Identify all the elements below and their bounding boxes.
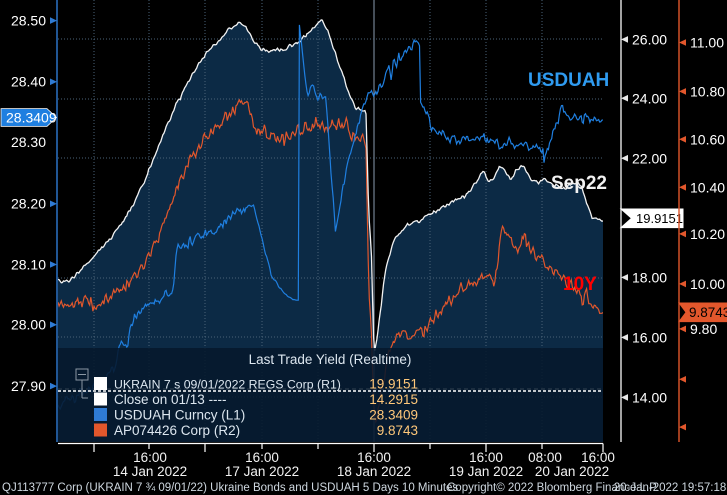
svg-text:18.00: 18.00 [632, 270, 667, 286]
svg-text:Sep22: Sep22 [551, 173, 607, 194]
svg-text:10.60: 10.60 [690, 131, 725, 147]
svg-text:16.00: 16.00 [632, 330, 667, 346]
svg-text:28.50: 28.50 [11, 13, 46, 29]
svg-text:AP074426 Corp (R2): AP074426 Corp (R2) [114, 423, 240, 438]
svg-text:16:00: 16:00 [245, 450, 279, 465]
svg-text:28.20: 28.20 [11, 196, 46, 212]
svg-text:9.80: 9.80 [690, 321, 717, 337]
svg-text:10.40: 10.40 [690, 179, 725, 195]
svg-text:QJ113777 Corp (UKRAIN 7 ¾ 09/0: QJ113777 Corp (UKRAIN 7 ¾ 09/01/22) Ukra… [2, 482, 458, 494]
svg-text:USDUAH: USDUAH [528, 70, 609, 91]
svg-text:16:00: 16:00 [357, 450, 391, 465]
svg-text:24.00: 24.00 [632, 90, 667, 106]
svg-text:28.00: 28.00 [11, 317, 46, 333]
svg-text:10.80: 10.80 [690, 83, 725, 99]
svg-text:16:00: 16:00 [581, 450, 615, 465]
svg-text:28.40: 28.40 [11, 74, 46, 90]
svg-text:28.30: 28.30 [11, 134, 46, 150]
svg-text:20-Jan-2022 19:57:18: 20-Jan-2022 19:57:18 [614, 482, 727, 494]
svg-text:14.00: 14.00 [632, 390, 667, 406]
svg-text:26.00: 26.00 [632, 32, 667, 48]
svg-text:10Y: 10Y [563, 274, 597, 295]
svg-text:27.90: 27.90 [11, 378, 46, 394]
svg-text:10.20: 10.20 [690, 226, 725, 242]
svg-text:22.00: 22.00 [632, 150, 667, 166]
svg-text:Close on 01/13 ----: Close on 01/13 ---- [114, 392, 227, 407]
svg-text:14 Jan 2022: 14 Jan 2022 [113, 464, 187, 479]
svg-text:9.8743: 9.8743 [377, 423, 418, 438]
svg-text:28.3409: 28.3409 [6, 110, 57, 126]
svg-text:USDUAH Curncy (L1): USDUAH Curncy (L1) [114, 408, 245, 423]
svg-text:16:00: 16:00 [469, 450, 503, 465]
svg-text:19.9151: 19.9151 [369, 377, 418, 392]
svg-text:UKRAIN 7 s 09/01/2022 REGS Cor: UKRAIN 7 s 09/01/2022 REGS Corp (R1) [114, 378, 341, 392]
svg-text:20 Jan 2022: 20 Jan 2022 [535, 464, 609, 479]
svg-text:18 Jan 2022: 18 Jan 2022 [337, 464, 411, 479]
svg-text:9.8743: 9.8743 [689, 305, 727, 320]
svg-text:28.10: 28.10 [11, 256, 46, 272]
svg-text:14.2915: 14.2915 [369, 392, 418, 407]
svg-text:28.3409: 28.3409 [369, 408, 418, 423]
svg-text:10.00: 10.00 [690, 276, 725, 292]
svg-text:19.9151: 19.9151 [636, 211, 683, 226]
svg-text:16:00: 16:00 [133, 450, 167, 465]
svg-text:19 Jan 2022: 19 Jan 2022 [449, 464, 523, 479]
svg-text:08:00: 08:00 [528, 450, 562, 465]
svg-text:Last Trade Yield (Realtime): Last Trade Yield (Realtime) [249, 352, 412, 367]
svg-text:11.00: 11.00 [690, 35, 724, 51]
svg-text:17 Jan 2022: 17 Jan 2022 [225, 464, 299, 479]
